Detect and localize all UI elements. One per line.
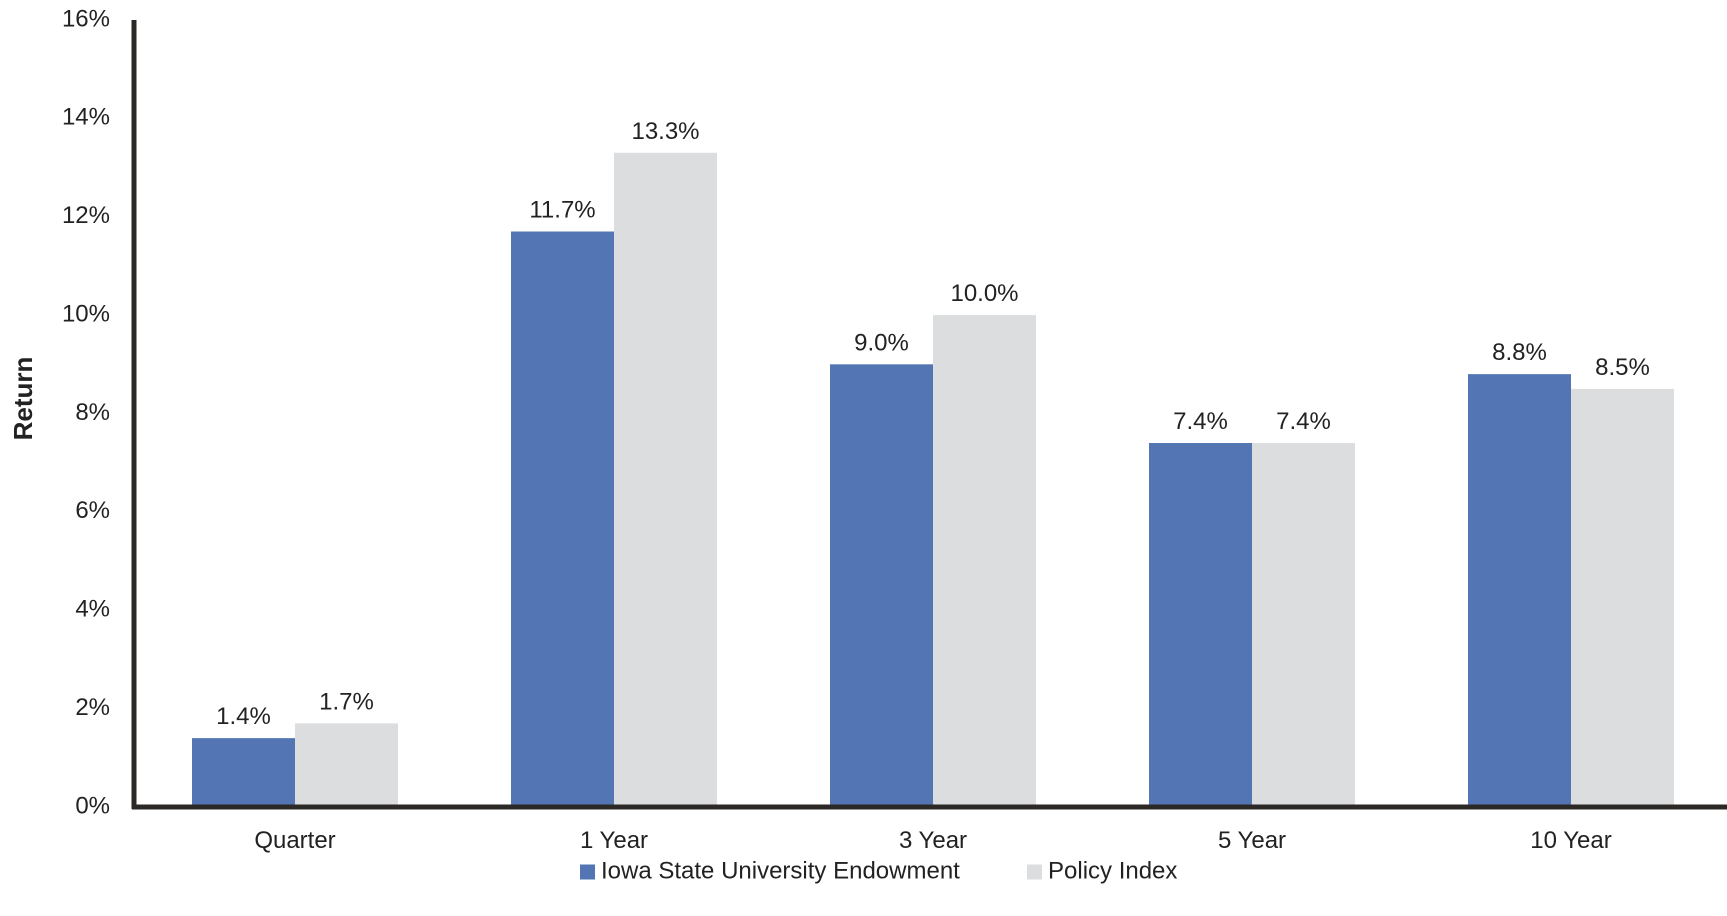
y-axis-ticks: 0% 2% 4% 6% 8% 10% 12% 14% 16% xyxy=(62,5,110,819)
legend-item: Policy Index xyxy=(1027,857,1177,884)
bar-policy-index xyxy=(295,723,398,807)
bar-endowment xyxy=(1468,374,1571,807)
legend: Iowa State University Endowment Policy In… xyxy=(580,857,1177,884)
x-category-label: 10 Year xyxy=(1530,827,1611,854)
y-axis-title: Return xyxy=(8,357,38,441)
bar-endowment xyxy=(511,231,614,808)
data-labels-group: 1.4% 1.7% 11.7% 13.3% 9.0% 10.0% 7.4% 7.4% 8.8% 8… xyxy=(216,118,1650,730)
bars-group xyxy=(192,152,1674,808)
y-tick-label: 12% xyxy=(62,202,110,229)
legend-swatch xyxy=(580,864,595,880)
bar-endowment xyxy=(1149,443,1252,807)
bar-endowment xyxy=(830,364,933,807)
data-label: 1.4% xyxy=(216,703,271,730)
data-label: 10.0% xyxy=(950,280,1018,307)
axes-group xyxy=(131,20,1727,810)
data-label: 8.5% xyxy=(1595,354,1650,381)
legend-label: Policy Index xyxy=(1048,857,1177,884)
data-label: 1.7% xyxy=(319,688,374,715)
data-label: 13.3% xyxy=(631,118,699,145)
data-label: 8.8% xyxy=(1492,339,1547,366)
bar-endowment xyxy=(192,738,295,807)
bar-policy-index xyxy=(614,152,717,807)
data-label: 11.7% xyxy=(529,197,595,224)
y-tick-label: 4% xyxy=(75,596,110,623)
y-tick-label: 0% xyxy=(75,792,110,819)
legend-item: Iowa State University Endowment xyxy=(580,857,960,884)
y-tick-label: 6% xyxy=(75,497,110,524)
y-tick-label: 10% xyxy=(62,300,110,327)
x-category-label: Quarter xyxy=(254,827,335,854)
y-tick-label: 14% xyxy=(62,104,110,131)
x-category-label: 3 Year xyxy=(899,827,967,854)
category-labels-group: Quarter 1 Year 3 Year 5 Year 10 Year xyxy=(254,827,1611,854)
x-category-label: 1 Year xyxy=(580,827,648,854)
bar-policy-index xyxy=(1571,388,1674,807)
y-tick-label: 16% xyxy=(62,5,110,32)
bar-policy-index xyxy=(1252,443,1355,807)
legend-swatch xyxy=(1027,864,1042,880)
data-label: 9.0% xyxy=(854,329,909,356)
legend-label: Iowa State University Endowment xyxy=(601,857,960,884)
data-label: 7.4% xyxy=(1173,408,1228,435)
x-category-label: 5 Year xyxy=(1218,827,1286,854)
data-label: 7.4% xyxy=(1276,408,1331,435)
y-tick-label: 8% xyxy=(75,399,110,426)
y-tick-label: 2% xyxy=(75,694,110,721)
bar-policy-index xyxy=(933,315,1036,807)
